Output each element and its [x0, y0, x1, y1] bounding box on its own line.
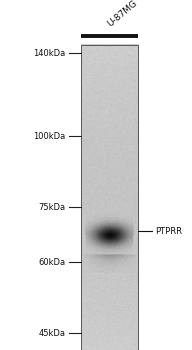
Text: 100kDa: 100kDa — [33, 132, 65, 141]
Text: U-87MG: U-87MG — [106, 0, 139, 28]
Text: PTPRR: PTPRR — [156, 227, 183, 236]
Text: 60kDa: 60kDa — [38, 258, 65, 267]
Text: 45kDa: 45kDa — [38, 329, 65, 337]
Text: 140kDa: 140kDa — [33, 49, 65, 58]
Bar — [81, 45, 138, 350]
Text: 75kDa: 75kDa — [38, 203, 65, 212]
